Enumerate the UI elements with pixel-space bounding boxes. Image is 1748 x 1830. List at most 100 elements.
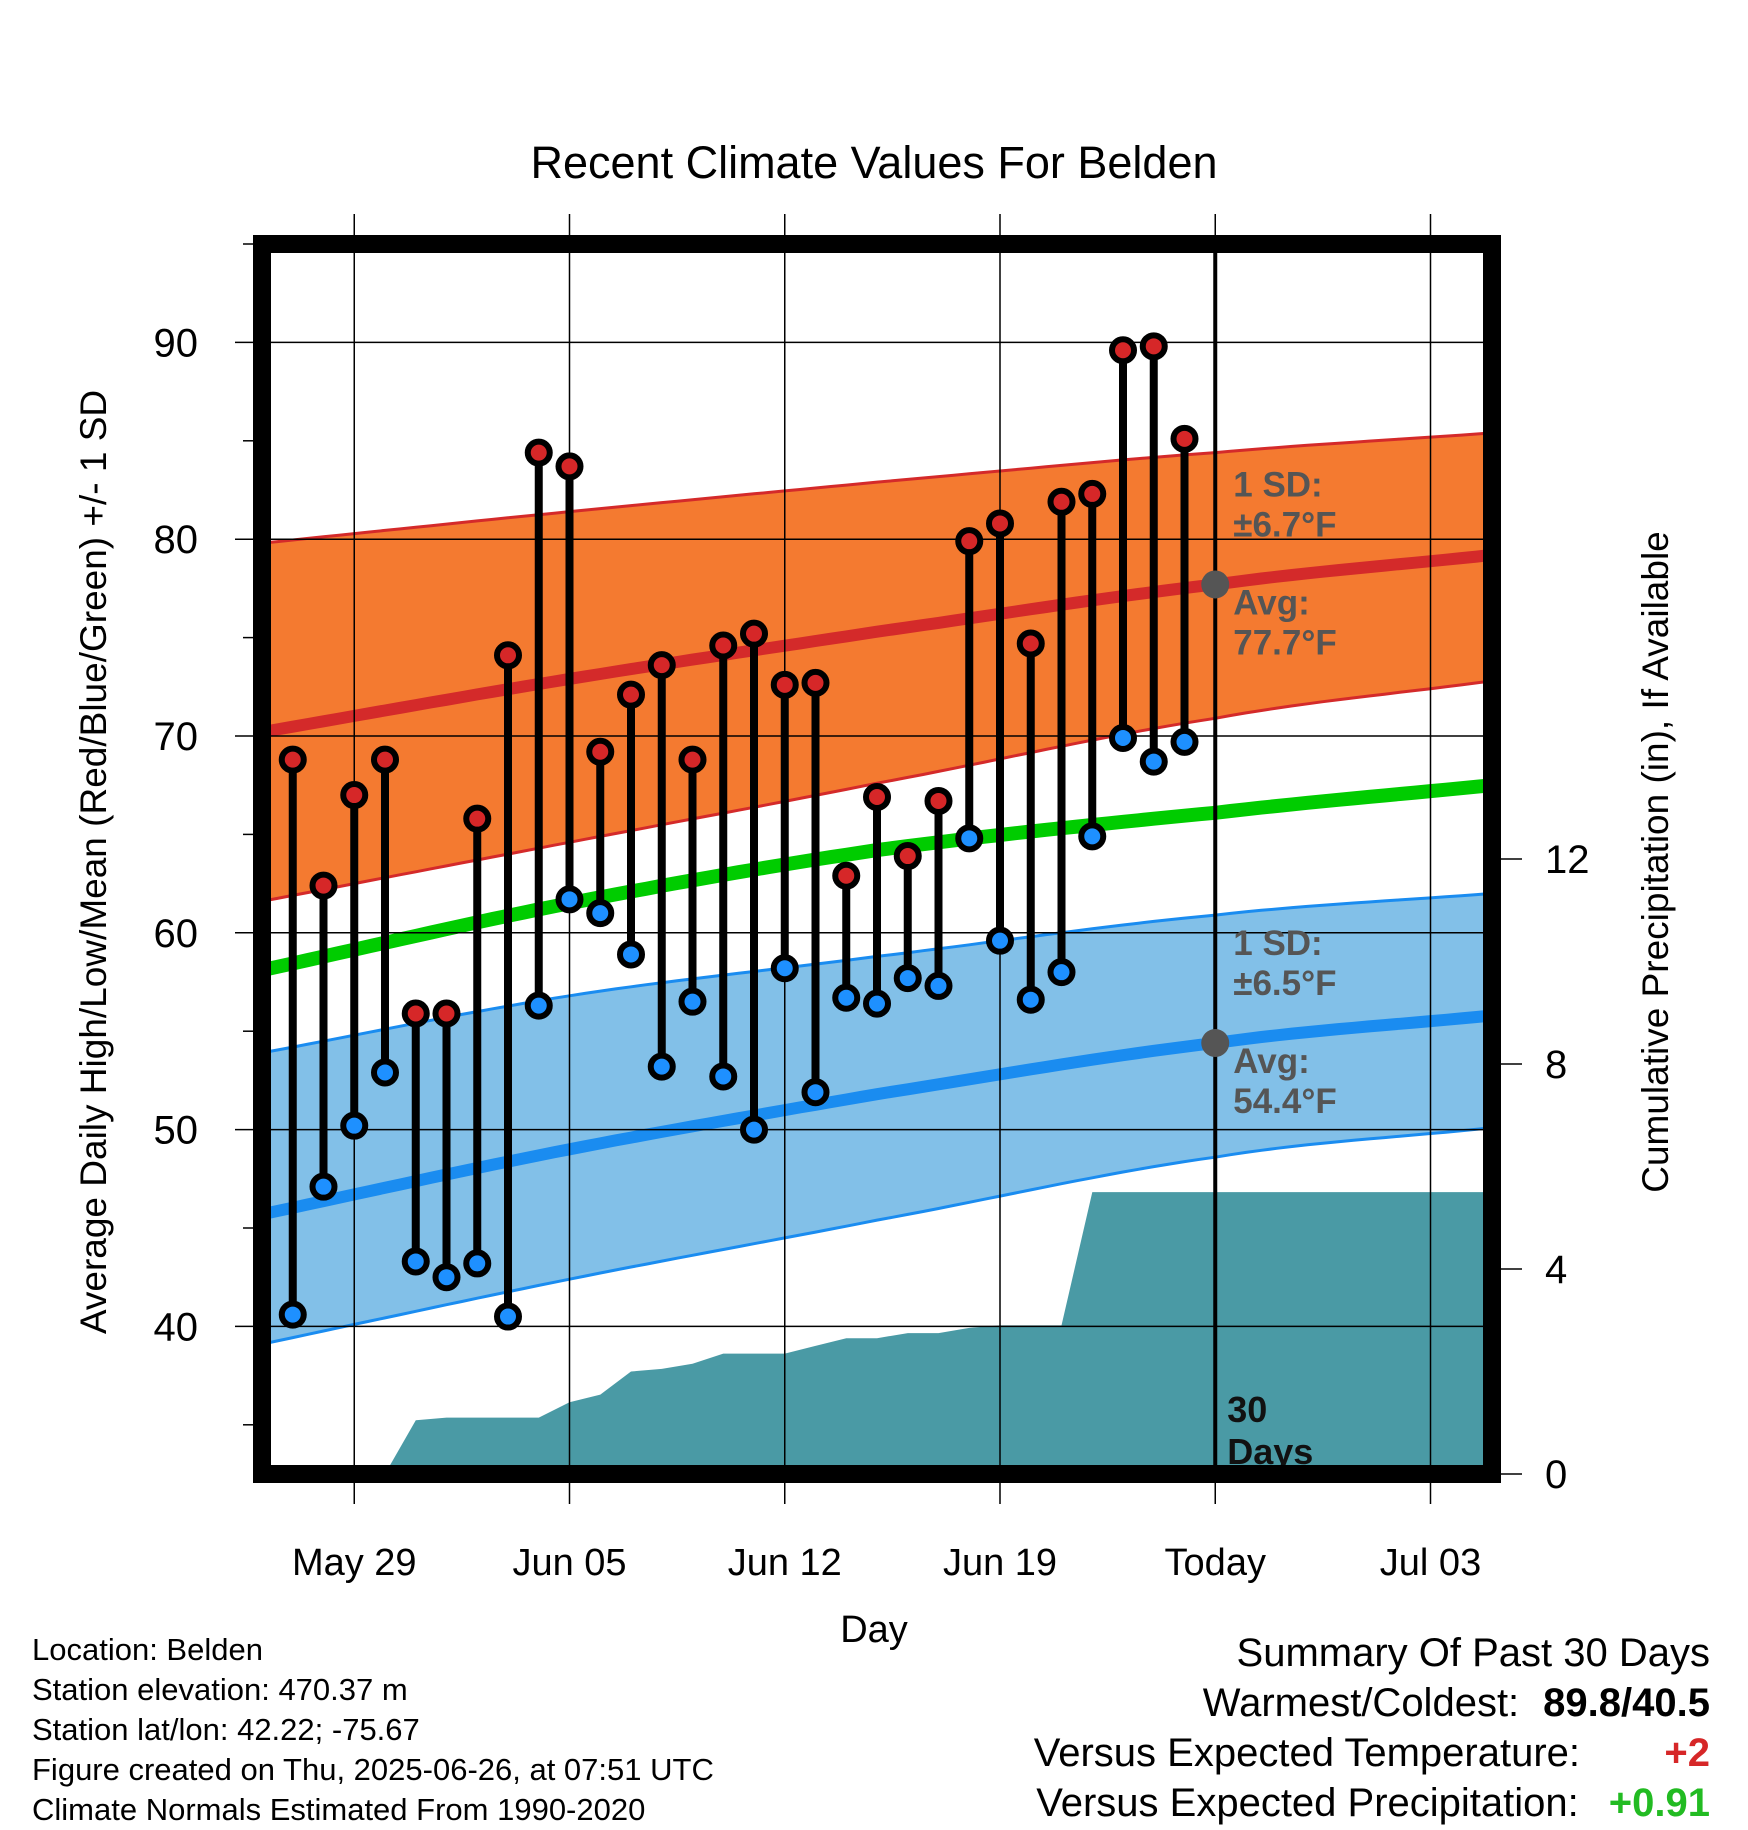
daily-high-point [986,509,1014,538]
daily-high-point [1047,487,1076,516]
daily-low-point [555,885,584,914]
daily-low-point [863,989,891,1018]
daily-low-point [309,1172,338,1201]
high-avg-marker [1201,570,1230,599]
y-tick-label: 80 [154,518,199,562]
daily-low-point [401,1247,430,1276]
summary-warmest-row: Warmest/Coldest: 89.8/40.5 [1034,1678,1710,1728]
precip-area [292,1192,1492,1474]
latlon-text: Station lat/lon: 42.22; -75.67 [32,1712,420,1747]
daily-low-point [955,824,984,853]
y-tick-label: 60 [154,912,199,956]
high-sd-value: ±6.7°F [1233,505,1336,544]
daily-low-point [709,1062,738,1091]
chart-title: Recent Climate Values For Belden [531,137,1218,188]
temp-label: Versus Expected Temperature: [1033,1731,1580,1775]
x-tick-label: Jul 03 [1380,1542,1481,1584]
y2-tick-label: 12 [1545,838,1590,882]
daily-low-point [893,964,922,993]
daily-high-point [401,999,430,1028]
y-tick-label: 90 [154,321,199,365]
daily-high-point [524,438,553,467]
y2-tick-label: 8 [1545,1043,1567,1087]
daily-low-point [1016,985,1045,1014]
daily-low-point [1078,822,1107,851]
daily-low-point [1139,747,1168,776]
daily-low-point [617,940,645,969]
daily-high-point [309,871,338,900]
daily-low-point [494,1302,522,1331]
x-tick-label: May 29 [292,1542,417,1584]
normal-low-avg-line [262,1009,1492,1221]
daily-low-point [1170,727,1199,756]
daily-high-point [832,861,861,890]
daily-high-point [371,745,399,774]
daily-high-point [586,737,615,766]
location-text: Location: Belden [32,1632,263,1667]
daily-high-point [924,786,953,815]
low-avg-value: 54.4°F [1233,1082,1337,1121]
plot-frame [253,235,1501,1483]
daily-low-point [1109,723,1137,752]
daily-high-point [617,680,645,709]
daily-low-point [647,1052,676,1081]
low-avg-marker [1201,1029,1230,1058]
daily-low-point [432,1263,461,1292]
x-tick-label: Jun 19 [943,1542,1057,1584]
summary-panel: Summary Of Past 30 Days Warmest/Coldest:… [1034,1628,1710,1828]
daily-high-point [340,781,369,810]
daily-high-point [709,631,738,660]
daily-high-point [1139,332,1168,361]
daily-high-point [494,641,522,670]
high-sd-label: 1 SD: [1233,465,1322,504]
daily-high-point [801,668,830,697]
y-tick-label: 40 [154,1305,199,1349]
elevation-text: Station elevation: 470.37 m [32,1672,408,1707]
y2-tick-label: 4 [1545,1248,1567,1292]
daily-high-point [1016,629,1045,658]
high-avg-value: 77.7°F [1233,623,1337,662]
low-sd-label: 1 SD: [1233,924,1322,963]
normal-high-band-upper [262,431,1492,545]
daily-high-point [555,452,584,481]
normal-low-band-lower [262,1126,1492,1346]
x-tick-label: Jun 05 [512,1542,626,1584]
daily-high-point [740,619,768,648]
low-sd-value: ±6.5°F [1233,964,1336,1003]
daily-low-point [463,1249,492,1278]
normal-high-avg-line [262,548,1492,739]
summary-title: Summary Of Past 30 Days [1236,1631,1710,1675]
daily-low-point [586,899,615,928]
daily-low-point [740,1115,768,1144]
daily-low-point [770,954,799,983]
daily-high-point [647,651,676,680]
y-tick-label: 50 [154,1109,199,1153]
daily-high-point [432,999,461,1028]
x-tick-label: Today [1165,1542,1266,1584]
y-tick-label: 70 [154,715,199,759]
y2-axis-label: Cumulative Precipitation (in), If Availa… [1635,531,1676,1193]
daily-high-point [893,842,922,871]
low-avg-label: Avg: [1233,1042,1309,1081]
daily-low-point [371,1058,399,1087]
plot-area [262,244,1492,1474]
x-tick-label: Jun 12 [728,1542,842,1584]
warmest-label: Warmest/Coldest: [1202,1681,1520,1725]
temp-value: +2 [1664,1731,1710,1775]
y-axis-label: Average Daily High/Low/Mean (Red/Blue/Gr… [73,390,114,1334]
high-avg-label: Avg: [1233,583,1309,622]
daily-low-point [524,991,553,1020]
daily-high-point [463,804,492,833]
daily-high-point [863,783,891,812]
x-axis-label: Day [840,1609,908,1651]
daily-high-point [1109,336,1137,365]
daily-high-point [1170,424,1199,453]
daily-high-point [955,527,984,556]
daily-low-point [678,987,707,1016]
daily-low-point [278,1300,307,1329]
daily-high-point [678,745,707,774]
daily-low-point [1047,958,1076,987]
daily-low-point [832,983,861,1012]
daily-low-point [924,971,953,1000]
daily-low-point [340,1111,369,1140]
